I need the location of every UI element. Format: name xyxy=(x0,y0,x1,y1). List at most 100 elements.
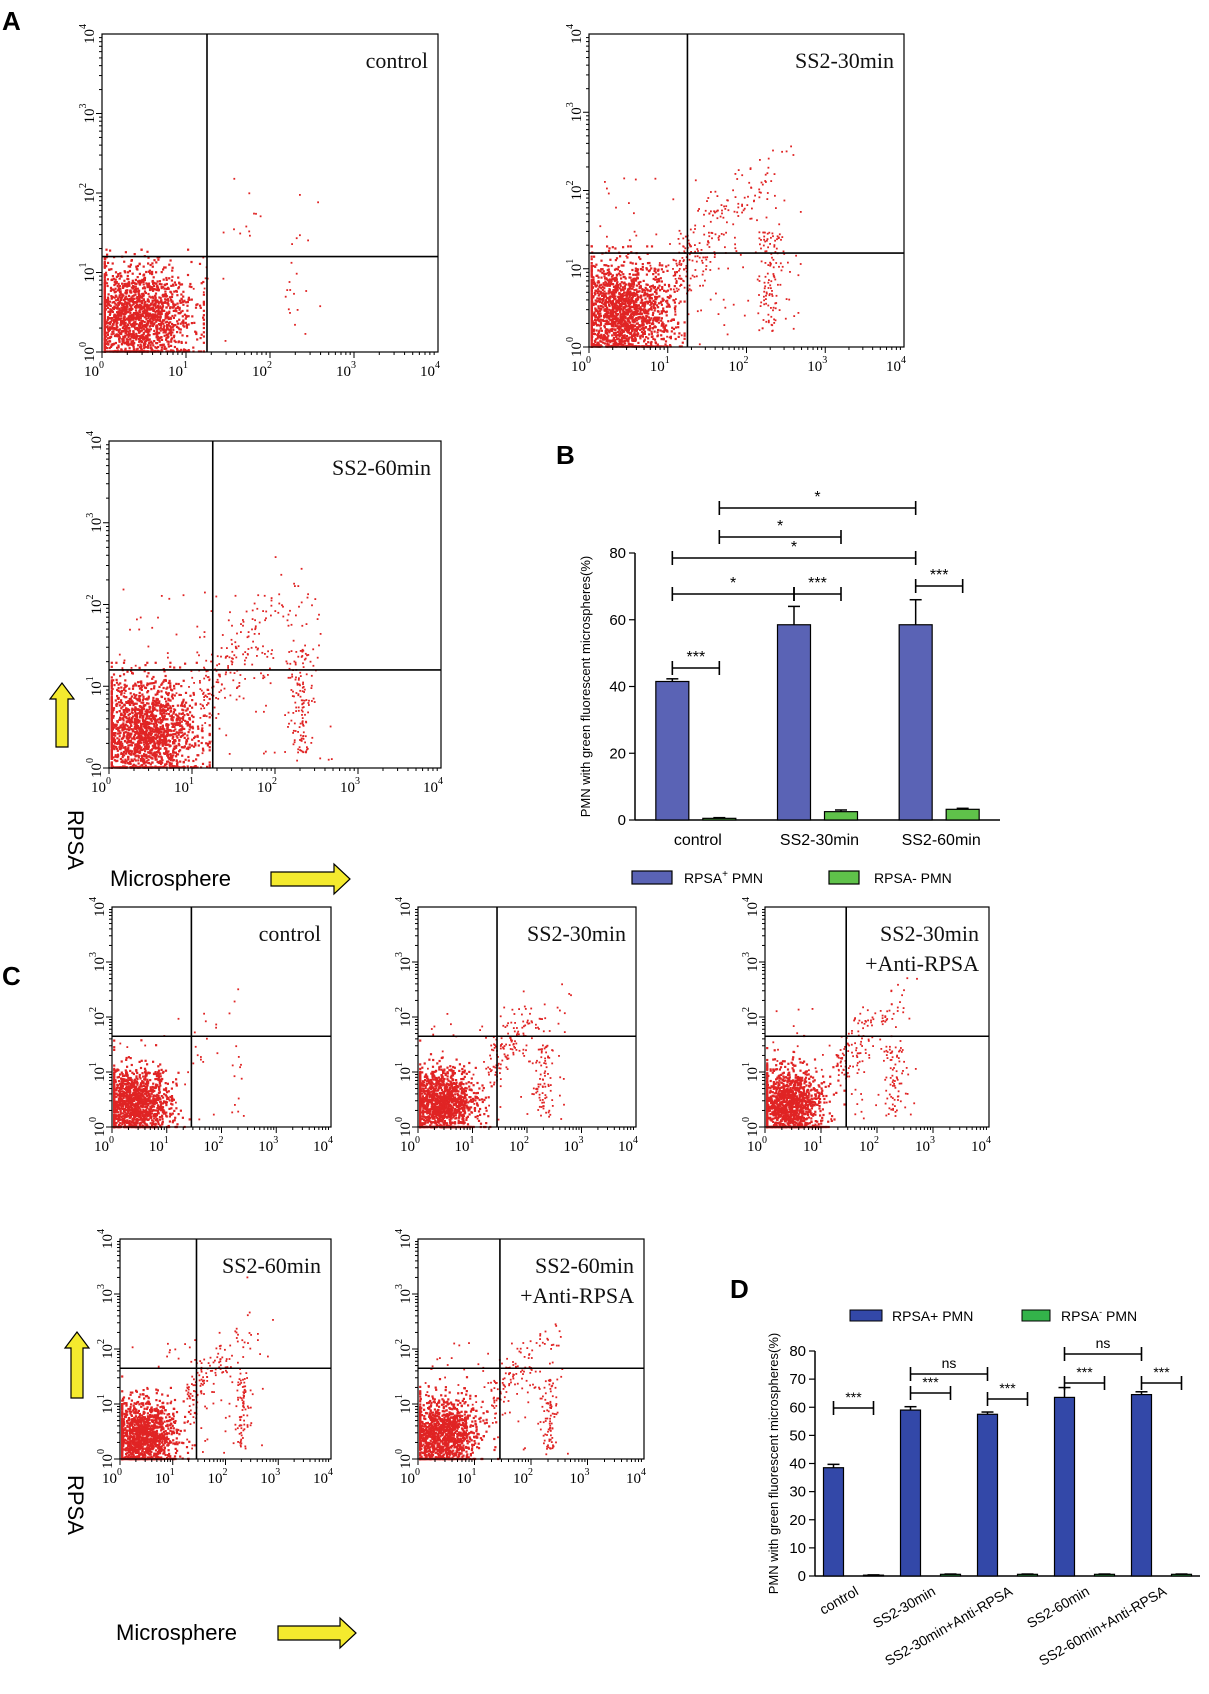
scatter-point xyxy=(133,288,136,291)
scatter-point xyxy=(635,234,638,237)
scatter-point xyxy=(706,200,708,202)
scatter-point xyxy=(133,325,136,328)
scatter-point xyxy=(611,322,614,325)
scatter-point xyxy=(160,338,164,341)
scatter-point xyxy=(776,235,779,238)
scatter-point xyxy=(772,306,775,309)
scatter-point xyxy=(294,323,296,326)
scatter-point xyxy=(181,309,184,313)
scatter-point xyxy=(156,309,159,312)
scatter-point xyxy=(633,328,636,331)
scatter-point xyxy=(153,719,156,722)
scatter-point xyxy=(653,287,656,290)
scatter-point xyxy=(679,232,682,235)
scatter-point xyxy=(694,179,697,182)
scatter-point xyxy=(208,764,211,767)
scatter-point xyxy=(595,319,598,322)
scatter-point xyxy=(179,666,182,669)
scatter-point xyxy=(600,268,603,271)
scatter-point xyxy=(625,291,628,294)
scatter-point xyxy=(699,284,701,287)
scatter-point xyxy=(124,689,127,692)
scatter-point xyxy=(603,308,606,311)
scatter-point xyxy=(177,682,180,686)
scatter-point xyxy=(172,328,175,331)
scatter-point xyxy=(147,702,150,705)
scatter-point xyxy=(649,304,652,306)
scatter-point xyxy=(630,305,633,308)
scatter-point xyxy=(772,274,775,277)
scatter-point xyxy=(113,291,116,294)
scatter-point xyxy=(704,256,707,259)
scatter-point xyxy=(597,294,600,297)
scatter-point xyxy=(652,337,655,340)
scatter-point xyxy=(606,328,609,331)
scatter-point xyxy=(136,329,139,332)
scatter-point xyxy=(128,332,131,335)
scatter-point xyxy=(120,298,123,301)
scatter-point xyxy=(674,326,678,329)
scatter-point xyxy=(623,307,626,310)
scatter-point xyxy=(317,201,319,204)
scatter-point xyxy=(135,724,138,727)
scatter-point xyxy=(608,295,611,298)
scatter-point xyxy=(766,239,768,242)
scatter-point xyxy=(637,341,640,344)
scatter-point xyxy=(158,339,161,342)
scatter-point xyxy=(155,288,158,292)
scatter-point xyxy=(131,333,134,336)
scatter-point xyxy=(650,288,653,291)
scatter-point xyxy=(153,724,156,727)
scatter-point xyxy=(171,306,174,309)
scatter-point xyxy=(177,733,180,736)
scatter-point xyxy=(170,300,173,303)
scatter-point xyxy=(639,335,642,338)
scatter-point xyxy=(625,255,628,257)
scatter-point xyxy=(614,323,617,326)
scatter-point xyxy=(166,725,169,728)
scatter-point xyxy=(635,313,638,316)
scatter-point xyxy=(604,295,607,298)
scatter-point xyxy=(117,701,120,704)
scatter-point xyxy=(113,318,116,322)
scatter-point xyxy=(159,301,162,304)
scatter-point xyxy=(140,281,143,284)
scatter-point xyxy=(129,265,132,268)
scatter-point xyxy=(617,307,620,310)
scatter-point xyxy=(633,289,636,292)
scatter-point xyxy=(636,309,639,313)
scatter-point xyxy=(162,711,165,714)
scatter-point xyxy=(186,765,189,768)
scatter-point xyxy=(634,269,637,273)
scatter-points xyxy=(103,177,322,353)
scatter-point xyxy=(111,275,114,278)
scatter-point xyxy=(631,282,634,285)
scatter-point xyxy=(124,347,127,350)
scatter-point xyxy=(670,319,673,322)
scatter-point xyxy=(644,297,647,300)
scatter-point xyxy=(138,289,141,292)
scatter-point xyxy=(188,728,191,731)
scatter-point xyxy=(135,684,138,687)
scatter-point xyxy=(158,685,161,688)
scatter-point xyxy=(674,308,677,311)
scatter-point xyxy=(174,309,177,312)
scatter-point xyxy=(179,331,182,334)
scatter-point xyxy=(644,326,648,329)
scatter-point xyxy=(608,270,611,273)
scatter-point xyxy=(198,262,202,265)
scatter-point xyxy=(154,730,157,733)
scatter-point xyxy=(108,313,111,316)
scatter-point xyxy=(162,686,165,690)
scatter-point xyxy=(608,278,611,281)
scatter-point xyxy=(622,335,625,338)
scatter-point xyxy=(610,315,613,318)
scatter-point xyxy=(743,196,746,199)
scatter-point xyxy=(142,331,145,335)
scatter-point xyxy=(148,334,151,337)
scatter-point xyxy=(597,318,600,322)
scatter-point xyxy=(600,283,603,286)
scatter-point xyxy=(747,195,749,198)
scatter-point xyxy=(675,287,678,290)
scatter-point xyxy=(655,278,659,281)
